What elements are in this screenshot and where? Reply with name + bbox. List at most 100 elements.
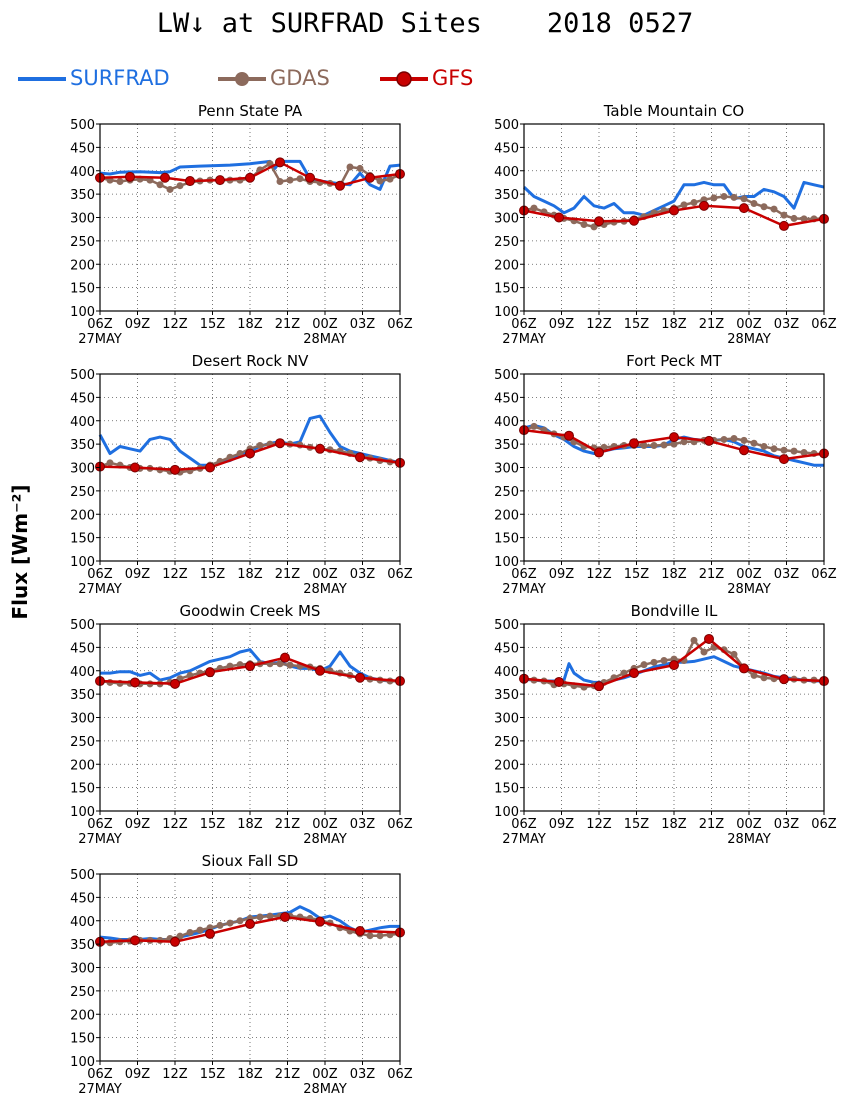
y-tick-label: 200 bbox=[70, 258, 95, 273]
y-tick-label: 150 bbox=[70, 1032, 95, 1047]
data-point-gdas bbox=[620, 669, 628, 677]
data-point-gfs bbox=[170, 678, 180, 689]
x-tick-label: 18Z bbox=[661, 567, 687, 582]
legend-label-gfs: GFS bbox=[432, 66, 474, 90]
data-point-gdas bbox=[760, 674, 768, 682]
x-tick-label: 15Z bbox=[200, 1067, 226, 1082]
data-point-gfs bbox=[704, 633, 714, 644]
plot-area bbox=[524, 624, 824, 811]
data-point-gdas bbox=[750, 199, 758, 207]
y-tick-label: 500 bbox=[494, 618, 519, 633]
x-tick-label: 09Z bbox=[549, 317, 575, 332]
y-tick-label: 100 bbox=[70, 555, 95, 570]
x-tick-label: 15Z bbox=[200, 317, 226, 332]
legend-item-surfrad: SURFRAD bbox=[18, 64, 170, 94]
data-point-gdas bbox=[750, 671, 758, 679]
x-tick-label: 09Z bbox=[125, 317, 151, 332]
x-tick-label: 18Z bbox=[661, 317, 687, 332]
data-point-gfs bbox=[280, 912, 290, 923]
y-tick-label: 150 bbox=[70, 782, 95, 797]
data-point-gdas bbox=[236, 917, 244, 925]
x-tick-label: 06Z bbox=[811, 567, 837, 582]
y-tick-label: 400 bbox=[70, 165, 95, 180]
data-point-gfs bbox=[205, 462, 215, 473]
x-tick-label: 06Z bbox=[387, 567, 413, 582]
y-tick-label: 450 bbox=[70, 891, 95, 906]
y-tick-label: 400 bbox=[494, 665, 519, 680]
data-point-gdas bbox=[256, 442, 264, 450]
data-point-gfs bbox=[245, 172, 255, 183]
data-point-gfs bbox=[275, 157, 285, 168]
data-point-gfs bbox=[315, 665, 325, 676]
data-point-gdas bbox=[386, 175, 394, 183]
plot-area bbox=[524, 374, 824, 561]
y-tick-label: 300 bbox=[70, 712, 95, 727]
y-tick-label: 100 bbox=[70, 305, 95, 320]
data-point-gfs bbox=[669, 660, 679, 671]
y-tick-label: 500 bbox=[70, 118, 95, 133]
data-point-gdas bbox=[376, 177, 384, 185]
data-point-gdas bbox=[106, 459, 114, 467]
data-point-gdas bbox=[196, 926, 204, 934]
x-tick-label: 18Z bbox=[237, 1067, 263, 1082]
data-point-gdas bbox=[376, 932, 384, 940]
data-point-gdas bbox=[156, 181, 164, 189]
date-label: 27MAY bbox=[502, 332, 546, 347]
legend-item-gdas: GDAS bbox=[218, 64, 330, 94]
x-tick-label: 21Z bbox=[699, 567, 725, 582]
data-point-gdas bbox=[276, 178, 284, 186]
x-tick-label: 06Z bbox=[811, 817, 837, 832]
data-point-gfs bbox=[779, 454, 789, 465]
x-tick-label: 18Z bbox=[237, 317, 263, 332]
y-tick-label: 300 bbox=[70, 462, 95, 477]
data-point-gfs bbox=[185, 176, 195, 187]
data-point-gdas bbox=[590, 223, 598, 231]
panel-title: Bondville IL bbox=[631, 602, 718, 620]
panel-desert-rock-nv: 100 150 200 250 300 350 400 450 500 06Z 09Z 12Z 15Z 1… bbox=[70, 352, 413, 597]
data-point-gdas bbox=[680, 438, 688, 446]
data-point-gdas bbox=[176, 182, 184, 190]
y-tick-label: 450 bbox=[70, 391, 95, 406]
data-point-gdas bbox=[670, 440, 678, 448]
x-tick-label: 09Z bbox=[549, 567, 575, 582]
x-tick-label: 06Z bbox=[811, 317, 837, 332]
x-tick-label: 15Z bbox=[624, 567, 650, 582]
data-point-gdas bbox=[166, 185, 174, 193]
x-tick-label: 12Z bbox=[162, 817, 188, 832]
panel-goodwin-creek-ms: 100 150 200 250 300 350 400 450 500 06Z 09Z 12Z 15Z 1… bbox=[70, 602, 413, 847]
data-point-gfs bbox=[245, 661, 255, 672]
x-tick-label: 06Z bbox=[511, 567, 537, 582]
data-point-gdas bbox=[770, 205, 778, 213]
data-point-gfs bbox=[245, 919, 255, 930]
x-tick-label: 06Z bbox=[387, 317, 413, 332]
y-tick-label: 100 bbox=[70, 1055, 95, 1070]
x-tick-label: 18Z bbox=[661, 817, 687, 832]
data-point-gfs bbox=[594, 447, 604, 458]
x-tick-label: 03Z bbox=[350, 817, 376, 832]
x-tick-label: 15Z bbox=[624, 817, 650, 832]
x-tick-label: 12Z bbox=[586, 567, 612, 582]
x-tick-label: 12Z bbox=[586, 817, 612, 832]
data-point-gdas bbox=[650, 442, 658, 450]
data-point-gfs bbox=[275, 438, 285, 449]
x-tick-label: 15Z bbox=[624, 317, 650, 332]
y-tick-label: 400 bbox=[494, 415, 519, 430]
y-tick-label: 300 bbox=[70, 962, 95, 977]
date-label: 28MAY bbox=[303, 582, 347, 597]
data-point-gfs bbox=[205, 928, 215, 939]
y-tick-label: 100 bbox=[494, 305, 519, 320]
data-point-gdas bbox=[640, 442, 648, 450]
y-tick-label: 200 bbox=[70, 758, 95, 773]
y-tick-label: 100 bbox=[494, 555, 519, 570]
y-tick-label: 200 bbox=[494, 508, 519, 523]
data-point-gfs bbox=[170, 464, 180, 475]
date-label: 28MAY bbox=[727, 582, 771, 597]
panel-title: Penn State PA bbox=[198, 102, 303, 120]
data-point-gdas bbox=[760, 203, 768, 211]
panel-title: Fort Peck MT bbox=[626, 352, 722, 370]
x-tick-label: 18Z bbox=[237, 567, 263, 582]
data-point-gdas bbox=[356, 164, 364, 172]
panel-title: Goodwin Creek MS bbox=[180, 602, 321, 620]
plot-area bbox=[100, 624, 400, 811]
data-point-gdas bbox=[530, 204, 538, 212]
